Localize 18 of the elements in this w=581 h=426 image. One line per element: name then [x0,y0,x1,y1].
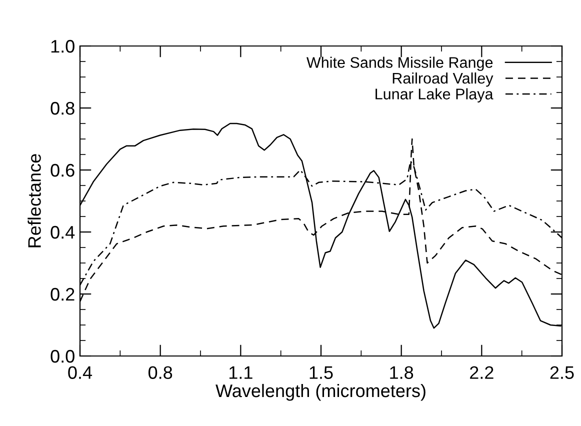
x-tick-label: 0.8 [148,366,172,379]
x-axis-title: Wavelength (micrometers) [216,384,426,401]
y-tick-label: 1.0 [51,40,74,53]
legend-label: Railroad Valley [392,72,494,87]
y-tick-label: 0.2 [50,288,74,301]
legend-label: Lunar Lake Playa [376,88,494,102]
y-tick-label: 0.4 [50,226,75,239]
x-tick-label: 1.1 [229,366,252,379]
x-tick-label: 1.8 [390,366,414,379]
y-tick-label: 0.0 [50,350,74,363]
x-tick-label: 0.4 [68,366,92,379]
y-tick-label: 0.6 [50,164,74,177]
y-tick-label: 0.8 [50,102,74,115]
x-tick-label: 2.5 [550,366,574,379]
legend-label: White Sands Missile Range [306,56,493,71]
x-tick-label: 1.5 [310,366,333,379]
x-tick-label: 2.2 [470,366,494,379]
y-axis-title: Reflectance [28,154,41,248]
